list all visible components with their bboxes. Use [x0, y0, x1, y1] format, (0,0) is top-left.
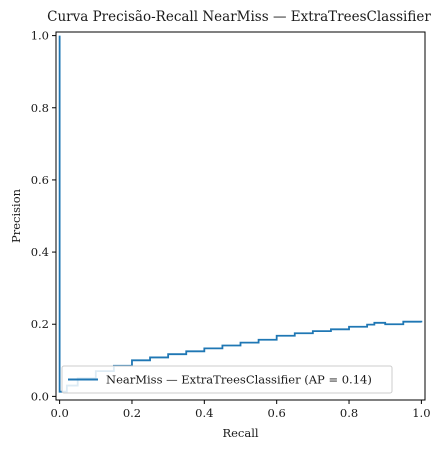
legend: NearMiss — ExtraTreesClassifier (AP = 0.…	[61, 365, 393, 394]
y-tick-label: 0.2	[31, 317, 49, 331]
x-axis-ticks: 0.0 0.2 0.4 0.6 0.8 1.0	[50, 400, 431, 420]
chart-title: Curva Precisão-Recall NearMiss — ExtraTr…	[47, 9, 431, 25]
plot-area	[55, 31, 426, 401]
x-tick-label: 0.4	[195, 406, 213, 420]
y-tick-label: 0.8	[31, 101, 49, 115]
plot-frame	[55, 31, 426, 401]
y-tick-label: 1.0	[31, 29, 49, 43]
y-tick-label: 0.0	[31, 389, 49, 403]
x-tick-label: 0.0	[50, 406, 68, 420]
series-line-0	[58, 35, 423, 393]
y-tick-label: 0.4	[31, 245, 49, 259]
legend-entry-label: NearMiss — ExtraTreesClassifier (AP = 0.…	[106, 373, 372, 387]
x-tick-label: 0.6	[268, 406, 286, 420]
x-tick-label: 1.0	[412, 406, 430, 420]
x-tick-label: 0.8	[340, 406, 358, 420]
y-tick-label: 0.6	[31, 173, 49, 187]
x-axis-label: Recall	[222, 426, 258, 440]
y-axis-label: Precision	[9, 188, 23, 243]
y-axis-ticks: 0.0 0.2 0.4 0.6 0.8 1.0	[31, 29, 56, 403]
series-layer	[58, 35, 423, 393]
x-tick-label: 0.2	[123, 406, 141, 420]
legend-box	[61, 365, 393, 394]
